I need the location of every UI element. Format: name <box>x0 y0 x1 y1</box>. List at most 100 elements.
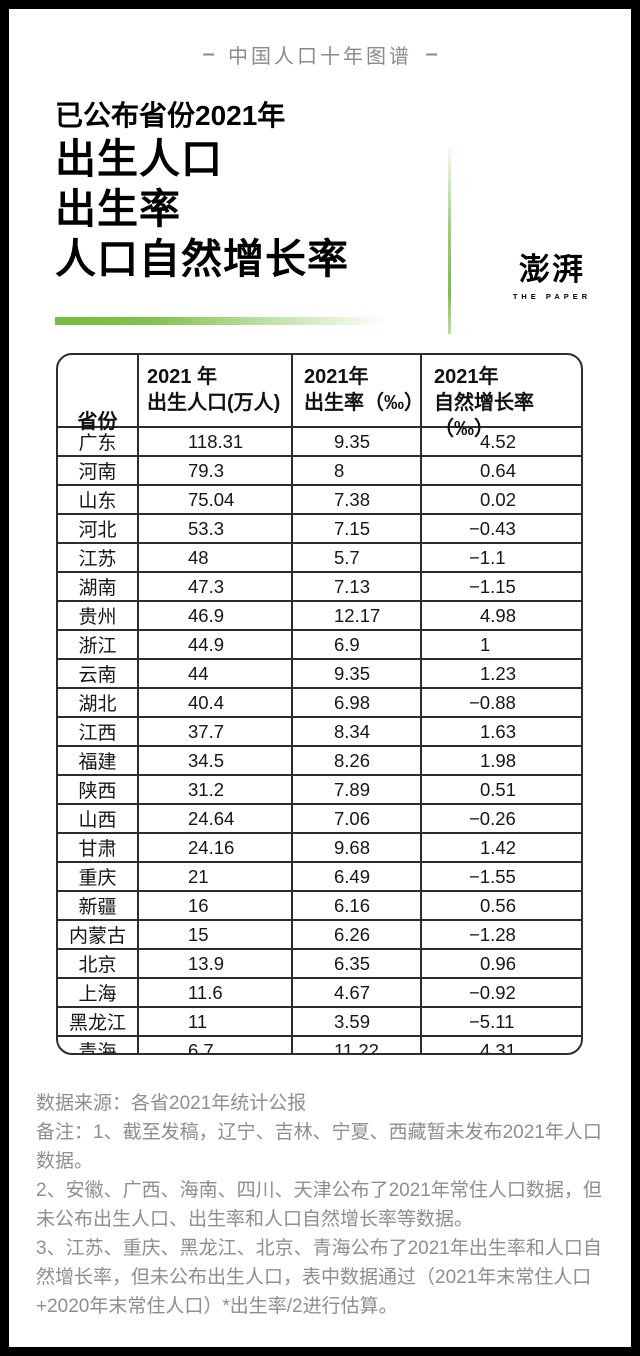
report-title: 出生人口 出生率 人口自然增长率 <box>55 134 349 284</box>
cell-province: 福建 <box>58 747 139 774</box>
cell-province: 甘肃 <box>58 834 139 861</box>
cell-births: 24.64 <box>139 805 293 832</box>
cell-growth-rate: 0.64 <box>480 459 517 481</box>
cell-births: 79.3 <box>139 457 293 484</box>
cell-growth-rate: 1.98 <box>480 749 517 771</box>
cell-birth-rate: 4.67 <box>293 979 422 1006</box>
cell-growth-rate: 1.23 <box>480 662 517 684</box>
table-row: 广东 118.31 9.35 4.52 <box>58 428 581 455</box>
cell-province: 广东 <box>58 428 139 455</box>
table-row: 新疆 16 6.16 0.56 <box>58 890 581 919</box>
table-row: 浙江 44.9 6.9 1 <box>58 629 581 658</box>
cell-births: 44.9 <box>139 631 293 658</box>
table-row: 湖北 40.4 6.98 −0.88 <box>58 687 581 716</box>
cell-province: 贵州 <box>58 602 139 629</box>
cell-birth-rate: 3.59 <box>293 1008 422 1035</box>
cell-birth-rate: 7.13 <box>293 573 422 600</box>
thepaper-logo: 澎湃 THE PAPER <box>506 244 598 301</box>
cell-birth-rate: 7.38 <box>293 486 422 513</box>
cell-births: 11.6 <box>139 979 293 1006</box>
cell-growth-rate: 4.52 <box>480 430 517 452</box>
title-divider-line <box>448 142 451 334</box>
cell-province: 陕西 <box>58 776 139 803</box>
col-header-birth-rate-line1: 2021年 <box>304 366 369 388</box>
cell-province: 新疆 <box>58 892 139 919</box>
col-header-births: 2021 年 出生人口(万人) <box>139 355 293 442</box>
cell-growth-rate: 0.51 <box>480 778 517 800</box>
cell-birth-rate: 7.06 <box>293 805 422 832</box>
cell-province: 上海 <box>58 979 139 1006</box>
col-header-growth-rate-line2: 自然增长率（‰） <box>434 392 534 440</box>
cell-province: 青海 <box>58 1037 139 1053</box>
cell-growth-rate: 4.98 <box>480 604 517 626</box>
cell-province: 内蒙古 <box>58 921 139 948</box>
col-header-province: 省份 <box>58 355 139 442</box>
cell-birth-rate: 6.35 <box>293 950 422 977</box>
cell-province: 山西 <box>58 805 139 832</box>
cell-births: 11 <box>139 1008 293 1035</box>
col-header-growth-rate-line1: 2021年 <box>434 366 499 388</box>
cell-birth-rate: 8 <box>293 457 422 484</box>
cell-province: 河北 <box>58 515 139 542</box>
tagline-text: 中国人口十年图谱 <box>228 46 412 68</box>
cell-growth-rate: 4.31 <box>480 1039 517 1055</box>
cell-births: 118.31 <box>139 428 293 455</box>
cell-birth-rate: 9.35 <box>293 428 422 455</box>
cell-growth-rate: 0.56 <box>480 894 517 916</box>
cell-growth-rate: −0.43 <box>469 517 516 539</box>
cell-birth-rate: 6.49 <box>293 863 422 890</box>
table-row: 陕西 31.2 7.89 0.51 <box>58 774 581 803</box>
table-row: 黑龙江 11 3.59 −5.11 <box>58 1006 581 1035</box>
report-title-line-2: 出生率 <box>55 186 181 232</box>
cell-birth-rate: 9.35 <box>293 660 422 687</box>
cell-province: 湖北 <box>58 689 139 716</box>
cell-birth-rate: 6.16 <box>293 892 422 919</box>
table-row: 河南 79.3 8 0.64 <box>58 455 581 484</box>
cell-births: 15 <box>139 921 293 948</box>
cell-birth-rate: 7.15 <box>293 515 422 542</box>
table-row: 内蒙古 15 6.26 −1.28 <box>58 919 581 948</box>
cell-province: 重庆 <box>58 863 139 890</box>
cell-growth-rate: 1.63 <box>480 720 517 742</box>
cell-birth-rate: 8.26 <box>293 747 422 774</box>
cell-growth-rate: −1.28 <box>469 923 516 945</box>
cell-growth-rate: −5.11 <box>469 1010 515 1032</box>
footnotes: 数据来源：各省2021年统计公报 备注：1、截至发稿，辽宁、吉林、宁夏、西藏暂未… <box>36 1089 610 1321</box>
table-row: 甘肃 24.16 9.68 1.42 <box>58 832 581 861</box>
cell-births: 53.3 <box>139 515 293 542</box>
cell-births: 44 <box>139 660 293 687</box>
cell-province: 河南 <box>58 457 139 484</box>
cell-province: 山东 <box>58 486 139 513</box>
cell-births: 75.04 <box>139 486 293 513</box>
cell-growth-rate: 0.02 <box>480 488 517 510</box>
cell-birth-rate: 9.68 <box>293 834 422 861</box>
table-row: 青海 6.7 11.22 4.31 <box>58 1035 581 1055</box>
cell-province: 浙江 <box>58 631 139 658</box>
cell-births: 46.9 <box>139 602 293 629</box>
table-row: 山东 75.04 7.38 0.02 <box>58 484 581 513</box>
col-header-birth-rate-line2: 出生率（‰） <box>304 392 424 414</box>
report-title-line-1: 出生人口 <box>55 136 223 182</box>
cell-growth-rate: 0.96 <box>480 952 517 974</box>
data-table: 省份 2021 年 出生人口(万人) 2021年 出生率（‰） 2021年 自然… <box>56 353 583 1055</box>
col-header-growth-rate: 2021年 自然增长率（‰） <box>422 355 581 442</box>
table-row: 福建 34.5 8.26 1.98 <box>58 745 581 774</box>
col-header-births-line1: 2021 年 <box>147 366 218 388</box>
cell-birth-rate: 6.98 <box>293 689 422 716</box>
tagline-dash-left: – <box>202 43 215 65</box>
report-title-line-3: 人口自然增长率 <box>55 236 349 282</box>
cell-growth-rate: −0.26 <box>469 807 516 829</box>
note-line-2: 2、安徽、广西、海南、四川、天津公布了2021年常住人口数据，但未公布出生人口、… <box>36 1180 602 1230</box>
cell-birth-rate: 7.89 <box>293 776 422 803</box>
cell-province: 江苏 <box>58 544 139 571</box>
cell-births: 13.9 <box>139 950 293 977</box>
cell-births: 6.7 <box>139 1037 293 1053</box>
table-row: 云南 44 9.35 1.23 <box>58 658 581 687</box>
table-row: 江西 37.7 8.34 1.63 <box>58 716 581 745</box>
table-row: 上海 11.6 4.67 −0.92 <box>58 977 581 1006</box>
cell-birth-rate: 5.7 <box>293 544 422 571</box>
cell-province: 湖南 <box>58 573 139 600</box>
cell-births: 47.3 <box>139 573 293 600</box>
table-row: 北京 13.9 6.35 0.96 <box>58 948 581 977</box>
